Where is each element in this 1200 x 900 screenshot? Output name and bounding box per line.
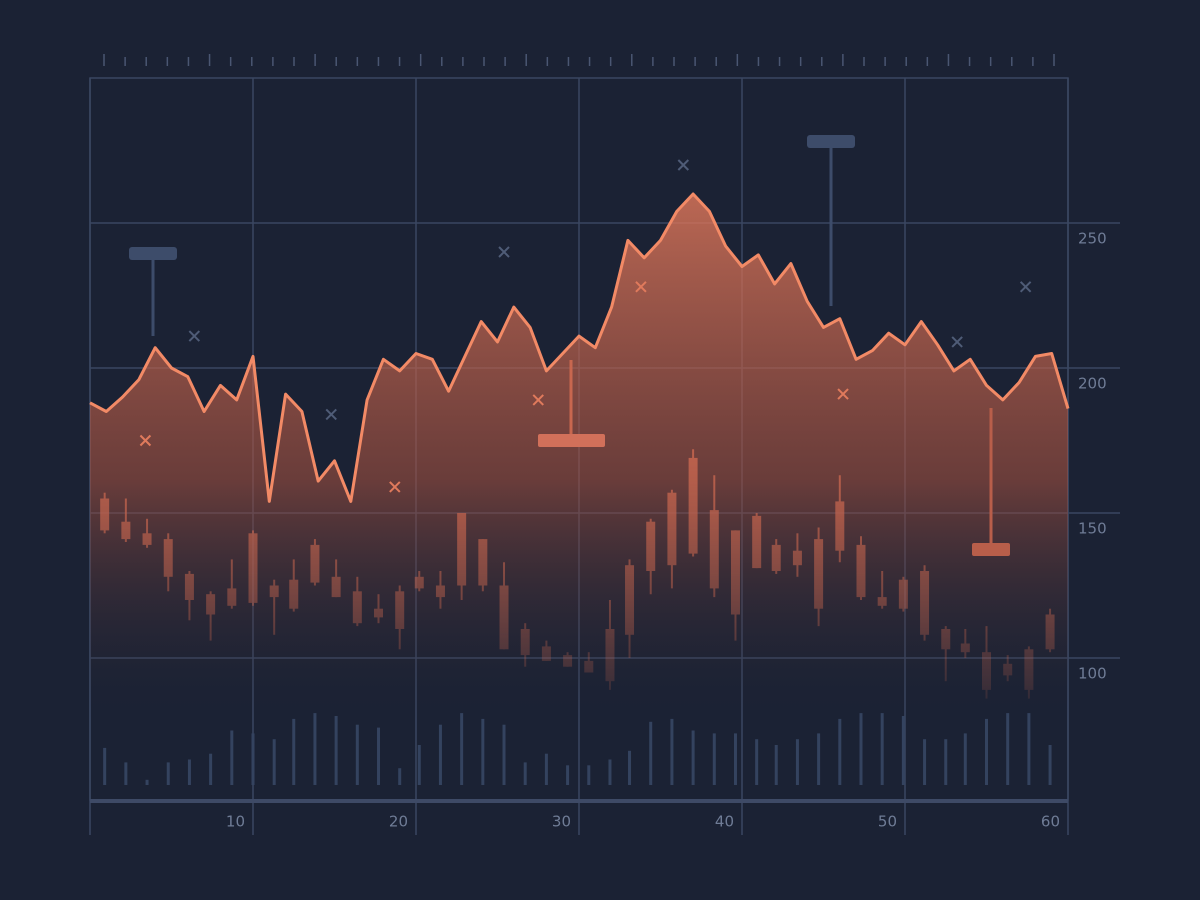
candle-body (331, 576, 341, 598)
cross-marker (389, 481, 401, 493)
candle-body (982, 652, 991, 690)
candle-body (1045, 614, 1055, 650)
candle-body (771, 544, 781, 571)
x-tick-label: 50 (878, 813, 897, 831)
candle-body (898, 579, 908, 609)
cross-marker (188, 330, 201, 342)
tick-labels: 100 150 200 250 10 20 30 40 50 60 (226, 230, 1107, 831)
candle-body (184, 573, 194, 600)
candle-body (584, 660, 594, 673)
candle-body (625, 565, 635, 635)
candle-body (206, 594, 216, 615)
candle-body (920, 571, 930, 635)
x-tick-label: 40 (715, 813, 734, 831)
cross-marker (139, 434, 152, 447)
candle-body (1024, 649, 1034, 690)
candle-body (414, 576, 424, 589)
candle-body (960, 643, 970, 653)
candle-body (730, 530, 740, 615)
candle-body (457, 513, 467, 586)
marker-layer (139, 159, 1032, 493)
pin-head (538, 434, 605, 447)
cross-marker (677, 159, 690, 171)
price-line (89, 192, 1070, 503)
cross-marker (498, 246, 510, 258)
candle-body (227, 588, 237, 606)
cross-marker (532, 394, 544, 406)
cross-marker (837, 388, 849, 400)
cross-marker (951, 336, 963, 348)
y-tick-label: 100 (1078, 665, 1107, 683)
candle-body (374, 608, 384, 618)
candle-body (541, 646, 551, 661)
line-layer (89, 192, 1070, 503)
candle-body (646, 521, 656, 571)
candle-body (163, 539, 173, 577)
candle-body (142, 533, 152, 545)
pin-head (129, 247, 177, 260)
cross-marker (1019, 281, 1032, 293)
candle-body (752, 515, 762, 569)
candle-body (941, 629, 951, 650)
x-tick-label: 60 (1041, 813, 1060, 831)
candle-body (835, 501, 845, 551)
candle-body (499, 585, 509, 650)
annotation-pins (129, 135, 1010, 556)
candle-body (100, 498, 110, 531)
candle-body (435, 585, 445, 598)
candle-body (248, 533, 258, 603)
candle-body (395, 591, 405, 629)
cross-marker (325, 408, 337, 421)
y-tick-label: 200 (1078, 375, 1107, 393)
ruler (103, 54, 1055, 66)
y-tick-label: 150 (1078, 520, 1107, 538)
pin-head (807, 135, 855, 148)
candle-body (310, 544, 320, 583)
x-tick-label: 20 (389, 813, 408, 831)
x-tick-label: 10 (226, 813, 245, 831)
candle-body (520, 629, 530, 656)
area-layer (90, 194, 1068, 800)
candle-body (605, 629, 615, 682)
pin-head (972, 543, 1010, 556)
candle-body (563, 655, 573, 667)
candle-body (667, 492, 677, 566)
candle-body (352, 591, 362, 624)
candle-body (478, 539, 488, 586)
candle-body (814, 539, 824, 609)
candle-body (289, 579, 299, 609)
candle-body (121, 521, 131, 540)
candle-body (856, 544, 866, 598)
candle-body (269, 585, 279, 598)
candle-layer (100, 449, 1055, 699)
x-tick-label: 30 (552, 813, 571, 831)
candle-body (877, 597, 887, 606)
y-tick-label: 250 (1078, 230, 1107, 248)
candle-body (688, 457, 698, 554)
area-fill (90, 194, 1068, 800)
candle-body (792, 550, 802, 566)
cross-marker (635, 281, 647, 293)
candle-body (709, 510, 719, 589)
candle-body (1003, 663, 1013, 676)
